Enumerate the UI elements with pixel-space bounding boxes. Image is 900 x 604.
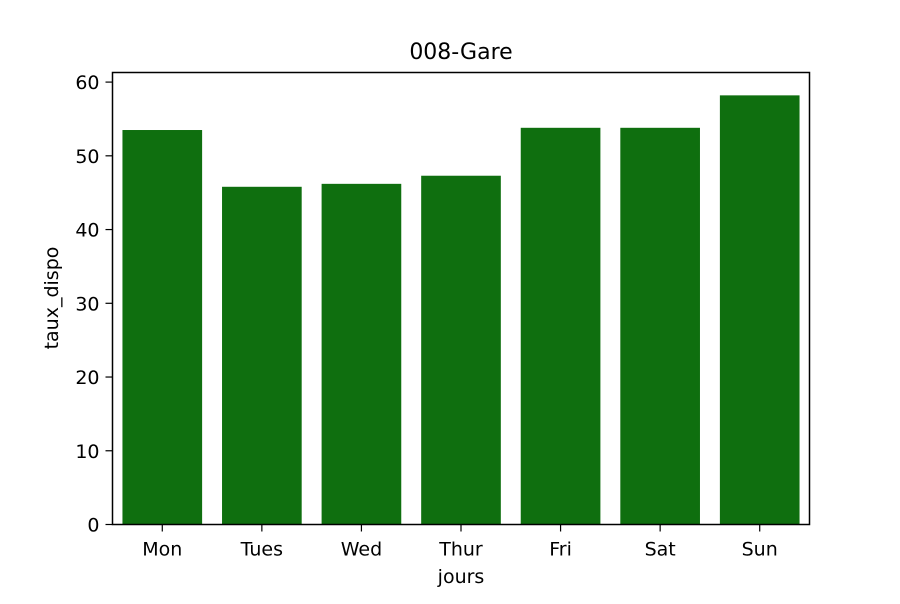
- y-tick-label: 60: [75, 72, 99, 94]
- bar-tues: [222, 186, 302, 525]
- y-axis-label: taux_dispo: [41, 247, 63, 350]
- x-tick-label: Mon: [142, 539, 182, 561]
- bar-thur: [421, 175, 501, 525]
- bar-sun: [719, 95, 800, 525]
- chart-title: 008-Gare: [409, 40, 512, 65]
- x-tick-label: Thur: [438, 539, 483, 561]
- y-tick-label: 10: [75, 441, 99, 463]
- y-tick-label: 30: [75, 293, 99, 315]
- x-axis-ticks: Mon Tues Wed Thur Fri Sat Sun: [142, 524, 778, 561]
- y-tick-label: 0: [87, 515, 99, 537]
- x-tick-label: Wed: [341, 539, 382, 561]
- bar-fri: [520, 127, 601, 525]
- plot-frame: [111, 71, 811, 526]
- bar-wed: [321, 183, 402, 525]
- x-tick-label: Tues: [240, 539, 283, 561]
- bars-group: [122, 95, 800, 525]
- x-axis-label: jours: [437, 566, 485, 588]
- y-axis-ticks: 0 10 20 30 40 50 60: [75, 72, 113, 537]
- x-tick-label: Sat: [645, 539, 676, 561]
- x-tick-label: Sun: [742, 539, 778, 561]
- x-tick-label: Fri: [549, 539, 572, 561]
- y-tick-label: 40: [75, 220, 99, 242]
- bar-mon: [122, 130, 203, 525]
- y-tick-label: 20: [75, 367, 99, 389]
- bar-sat: [620, 127, 700, 525]
- y-tick-label: 50: [75, 146, 99, 168]
